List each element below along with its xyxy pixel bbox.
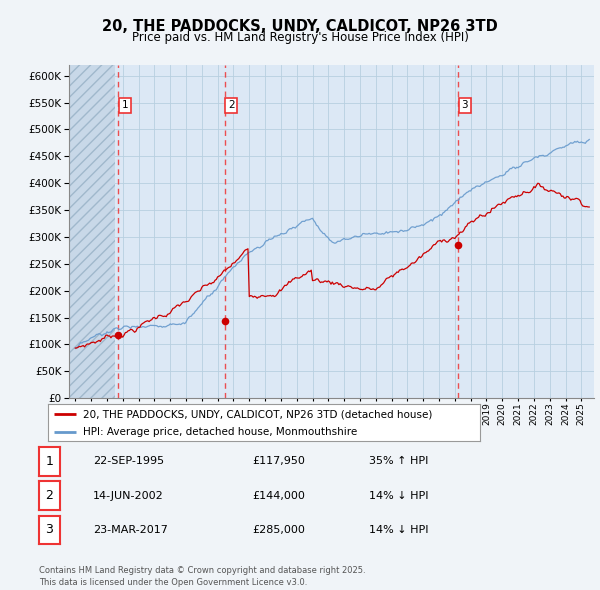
Text: 2: 2: [228, 100, 235, 110]
Text: 20, THE PADDOCKS, UNDY, CALDICOT, NP26 3TD: 20, THE PADDOCKS, UNDY, CALDICOT, NP26 3…: [102, 19, 498, 34]
Text: 1: 1: [46, 455, 53, 468]
Text: 22-SEP-1995: 22-SEP-1995: [93, 457, 164, 466]
Text: £117,950: £117,950: [252, 457, 305, 466]
Text: 35% ↑ HPI: 35% ↑ HPI: [369, 457, 428, 466]
Text: 14-JUN-2002: 14-JUN-2002: [93, 491, 164, 500]
Text: 23-MAR-2017: 23-MAR-2017: [93, 525, 168, 535]
Text: 14% ↓ HPI: 14% ↓ HPI: [369, 525, 428, 535]
Text: 3: 3: [461, 100, 468, 110]
Text: Price paid vs. HM Land Registry's House Price Index (HPI): Price paid vs. HM Land Registry's House …: [131, 31, 469, 44]
Text: HPI: Average price, detached house, Monmouthshire: HPI: Average price, detached house, Monm…: [83, 427, 357, 437]
Text: £144,000: £144,000: [252, 491, 305, 500]
Text: 3: 3: [46, 523, 53, 536]
Text: 20, THE PADDOCKS, UNDY, CALDICOT, NP26 3TD (detached house): 20, THE PADDOCKS, UNDY, CALDICOT, NP26 3…: [83, 409, 432, 419]
Text: 14% ↓ HPI: 14% ↓ HPI: [369, 491, 428, 500]
Text: £285,000: £285,000: [252, 525, 305, 535]
Text: 2: 2: [46, 489, 53, 502]
Text: 1: 1: [122, 100, 128, 110]
Text: Contains HM Land Registry data © Crown copyright and database right 2025.
This d: Contains HM Land Registry data © Crown c…: [39, 566, 365, 587]
